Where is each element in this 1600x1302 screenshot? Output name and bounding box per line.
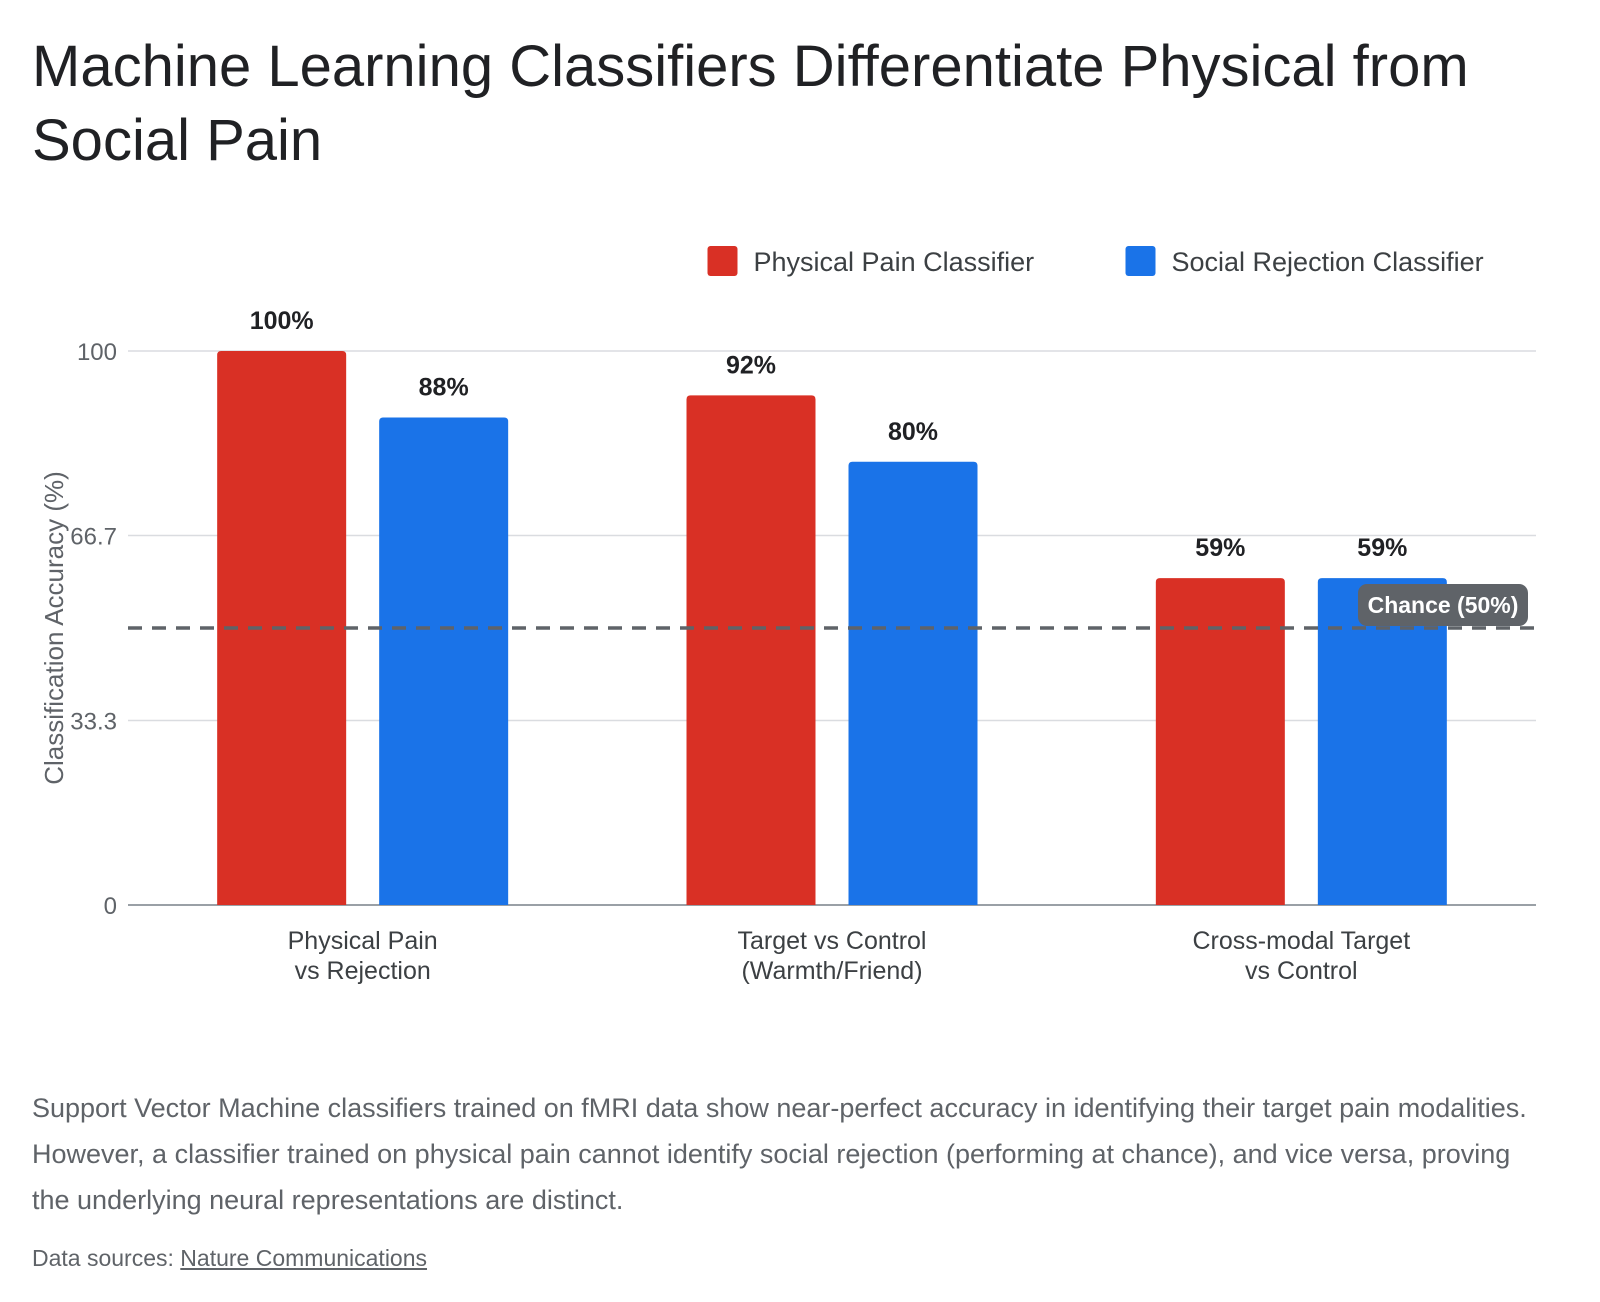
bar-value-label: 59% bbox=[1195, 534, 1245, 562]
bar-value-label: 92% bbox=[726, 351, 776, 379]
bars bbox=[217, 351, 1447, 905]
bar bbox=[1155, 578, 1285, 905]
bar bbox=[686, 395, 816, 905]
x-tick-label: Physical Pain bbox=[288, 927, 438, 955]
bar-value-label: 88% bbox=[419, 373, 469, 401]
chance-line: Chance (50%) bbox=[128, 584, 1536, 630]
x-tick-label: vs Control bbox=[1245, 957, 1358, 985]
x-tick-label: Cross-modal Target bbox=[1192, 927, 1410, 955]
x-tick-label: (Warmth/Friend) bbox=[741, 957, 922, 985]
bar bbox=[848, 461, 978, 905]
y-tick-label: 66.7 bbox=[70, 523, 117, 550]
data-sources: Data sources: Nature Communications bbox=[32, 1245, 427, 1272]
y-axis-ticks: 0 33.3 66.7 100 bbox=[70, 339, 117, 920]
bar bbox=[1317, 578, 1447, 905]
y-tick-label: 100 bbox=[77, 339, 117, 366]
chance-label-box bbox=[1358, 584, 1528, 626]
bar-value-labels: 100% 88% 92% 80% 59% 59% bbox=[250, 307, 1408, 562]
bar bbox=[379, 417, 509, 905]
sources-prefix: Data sources: bbox=[32, 1245, 181, 1271]
chart-title: Machine Learning Classifiers Differentia… bbox=[32, 34, 1469, 173]
legend-swatch bbox=[1125, 246, 1156, 276]
source-link[interactable]: Nature Communications bbox=[180, 1245, 428, 1271]
chart-description: Support Vector Machine classifiers train… bbox=[32, 1093, 1527, 1215]
legend: Physical Pain Classifier Social Rejection… bbox=[707, 246, 1484, 277]
x-tick-label: vs Rejection bbox=[295, 957, 431, 985]
bar-value-label: 80% bbox=[888, 418, 938, 446]
legend-swatch bbox=[707, 246, 738, 276]
bar-value-label: 59% bbox=[1357, 534, 1407, 562]
x-tick-label: Target vs Control bbox=[738, 927, 927, 955]
y-axis-label: Classification Accuracy (%) bbox=[39, 471, 69, 785]
legend-label: Social Rejection Classifier bbox=[1172, 247, 1484, 277]
bar-value-label: 100% bbox=[250, 307, 314, 335]
y-tick-label: 0 bbox=[104, 893, 117, 920]
y-tick-label: 33.3 bbox=[70, 709, 117, 736]
chance-label: Chance (50%) bbox=[1368, 592, 1519, 618]
legend-label: Physical Pain Classifier bbox=[754, 247, 1035, 277]
bar-chart: 0 33.3 66.7 100 Classification Accuracy (%)… bbox=[39, 246, 1536, 985]
gridlines bbox=[128, 350, 1536, 906]
